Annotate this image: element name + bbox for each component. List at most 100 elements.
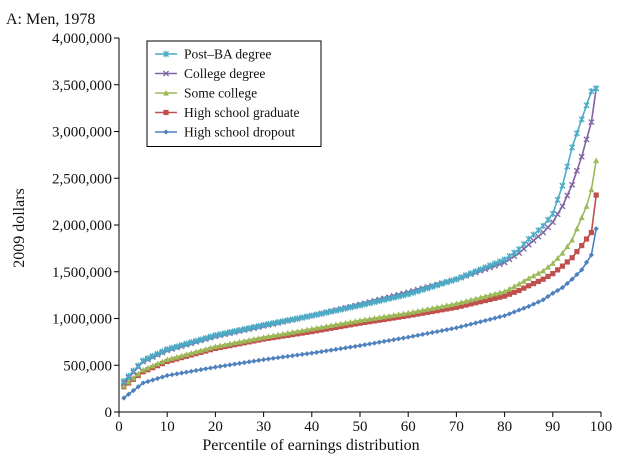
data-point <box>183 369 190 375</box>
data-point <box>395 293 402 300</box>
data-point <box>578 116 585 123</box>
data-point <box>125 372 132 380</box>
data-point <box>270 319 277 327</box>
data-point <box>420 310 426 316</box>
data-point <box>361 316 368 323</box>
data-point <box>506 291 513 297</box>
data-point <box>559 203 566 210</box>
data-point <box>188 339 195 346</box>
data-point <box>496 258 503 265</box>
data-point <box>544 216 552 224</box>
data-point <box>357 343 363 349</box>
data-point <box>241 360 247 366</box>
data-point <box>140 380 146 386</box>
data-point <box>164 356 171 363</box>
data-point <box>366 315 373 322</box>
data-point <box>386 316 392 322</box>
data-point <box>241 325 248 333</box>
data-point <box>511 309 517 315</box>
data-point <box>342 323 349 329</box>
data-point <box>583 102 590 109</box>
data-point <box>294 315 301 322</box>
data-point <box>530 237 537 244</box>
legend-swatch-marker <box>163 89 169 96</box>
legend-swatch-marker <box>163 129 169 135</box>
data-point <box>424 330 431 337</box>
data-point <box>526 303 532 309</box>
data-point <box>410 312 416 318</box>
data-point <box>236 326 243 334</box>
data-point <box>540 267 547 274</box>
series-some-college <box>120 157 600 389</box>
data-point <box>458 299 465 305</box>
x-tick-label: 60 <box>401 419 416 435</box>
data-point <box>308 312 315 319</box>
data-point <box>227 362 233 368</box>
data-point <box>198 367 204 373</box>
data-point <box>405 334 411 340</box>
data-point <box>434 308 440 314</box>
data-point <box>164 346 171 353</box>
data-point <box>381 313 387 320</box>
data-point <box>231 339 238 346</box>
data-point <box>381 296 388 303</box>
data-point <box>352 318 359 324</box>
data-point <box>126 391 132 397</box>
data-point <box>419 286 426 293</box>
data-point <box>473 320 479 326</box>
x-tick-label: 100 <box>590 419 613 435</box>
data-point <box>135 370 142 377</box>
data-point <box>525 275 532 281</box>
data-point <box>226 329 233 336</box>
data-point <box>376 339 382 345</box>
data-point <box>501 288 508 294</box>
data-point <box>342 345 349 351</box>
data-point <box>525 241 532 248</box>
data-point <box>207 365 214 371</box>
data-point <box>482 297 488 304</box>
data-point <box>583 203 590 209</box>
data-point <box>395 311 402 317</box>
data-point <box>555 267 561 273</box>
data-point <box>458 274 465 281</box>
data-point <box>217 363 223 369</box>
data-point <box>294 328 301 334</box>
data-point <box>516 280 522 287</box>
data-point <box>159 358 166 365</box>
data-point <box>299 330 305 336</box>
data-point <box>337 320 344 327</box>
data-point <box>588 88 595 95</box>
legend-item: High school graduate <box>155 105 299 120</box>
y-tick-label: 1,000,000 <box>52 312 112 328</box>
data-point <box>168 344 176 352</box>
data-point <box>467 270 474 277</box>
data-point <box>212 364 218 370</box>
data-point <box>530 231 537 238</box>
data-point <box>555 287 561 294</box>
data-point <box>130 367 137 375</box>
data-point <box>328 322 334 329</box>
x-tick-label: 70 <box>449 419 464 435</box>
data-point <box>275 319 282 326</box>
data-point <box>400 292 407 299</box>
legend-label: College degree <box>184 66 265 81</box>
data-point <box>535 270 542 276</box>
data-point <box>150 377 156 383</box>
data-point <box>323 309 330 316</box>
data-point <box>183 340 190 347</box>
series-lines <box>120 85 600 401</box>
data-point <box>256 357 262 363</box>
data-point <box>395 314 402 320</box>
data-point <box>169 372 175 378</box>
data-point <box>520 240 527 248</box>
data-point <box>361 301 368 308</box>
data-point <box>159 348 166 355</box>
data-point <box>453 276 460 283</box>
data-point <box>246 324 253 332</box>
x-tick-label: 50 <box>353 419 368 435</box>
data-point <box>323 326 329 332</box>
data-point <box>323 348 329 354</box>
data-point <box>299 351 305 358</box>
data-point <box>569 276 575 282</box>
data-point <box>120 377 127 385</box>
